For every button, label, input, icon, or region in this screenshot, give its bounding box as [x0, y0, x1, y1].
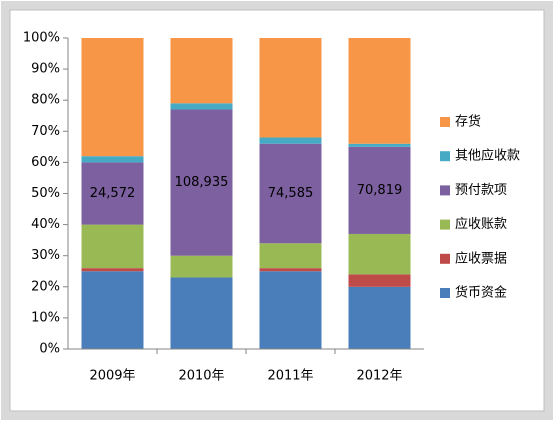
legend-label: 货币资金: [455, 285, 507, 301]
bar-segment: [348, 38, 411, 144]
x-tick-label: 2010年: [178, 369, 224, 384]
y-tick-label: 60%: [31, 155, 60, 170]
legend-swatch: [440, 151, 450, 162]
bar-segment: [259, 271, 322, 349]
bar-segment: [259, 137, 322, 144]
bar-segment: [81, 271, 144, 349]
y-tick-label: 100%: [23, 31, 60, 46]
y-tick-label: 50%: [31, 186, 60, 201]
legend-swatch: [440, 117, 450, 127]
y-tick-label: 70%: [31, 124, 60, 139]
annotation: 108,935: [175, 175, 229, 190]
y-tick-label: 40%: [31, 217, 60, 232]
x-tick-label: 2011年: [267, 369, 313, 384]
legend-swatch: [440, 219, 450, 230]
legend-label: 存货: [455, 114, 481, 130]
legend-swatch: [440, 253, 450, 264]
x-tick-label: 2009年: [89, 369, 135, 384]
bar-segment: [259, 143, 322, 244]
y-tick-label: 20%: [31, 279, 60, 294]
annotation: 24,572: [90, 186, 136, 201]
bar-segment: [170, 103, 233, 110]
bar-segment: [170, 38, 233, 104]
legend-label: 预付款项: [455, 183, 507, 198]
legend-swatch: [440, 288, 450, 298]
legend-label: 其他应收款: [455, 148, 520, 164]
bar-segment: [259, 243, 322, 269]
annotation: 74,585: [268, 186, 314, 201]
y-tick-label: 10%: [31, 310, 60, 325]
legend-label: 应收票据: [455, 250, 507, 266]
bar-segment: [170, 277, 233, 349]
y-tick-label: 90%: [31, 62, 60, 77]
bar-segment: [348, 286, 411, 349]
legend-label: 应收账款: [455, 216, 507, 232]
bar-segment: [81, 268, 144, 272]
legend-swatch: [440, 185, 450, 196]
bar-segment: [170, 109, 233, 256]
bar-segment: [348, 143, 411, 147]
bar-segment: [170, 255, 233, 278]
annotation: 70,819: [357, 183, 403, 198]
bar-segment: [81, 156, 144, 163]
y-tick-label: 30%: [31, 248, 60, 263]
bar-segment: [348, 146, 411, 234]
bar-segment: [259, 268, 322, 272]
y-tick-label: 0%: [39, 342, 60, 357]
bar-segment: [348, 274, 411, 287]
bar-segment: [81, 224, 144, 269]
bar-segment: [259, 38, 322, 138]
y-tick-label: 80%: [31, 93, 60, 108]
bar-segment: [348, 233, 411, 275]
bar-segment: [81, 162, 144, 225]
x-tick-label: 2012年: [356, 369, 402, 384]
bar-segment: [81, 38, 144, 157]
